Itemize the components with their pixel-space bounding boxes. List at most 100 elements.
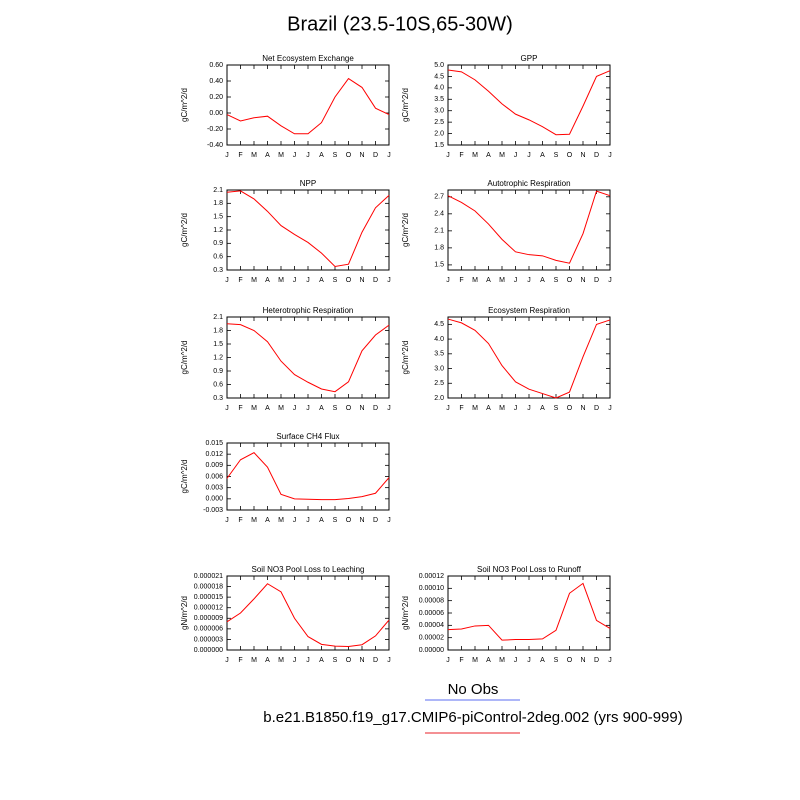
x-tick-label: M — [278, 657, 284, 664]
y-tick-label: 3.5 — [434, 96, 444, 103]
x-tick-label: J — [608, 405, 612, 412]
y-tick-label: 0.00000 — [419, 647, 444, 654]
plot-frame — [226, 189, 390, 271]
x-tick-label: A — [486, 405, 491, 412]
x-tick-label: A — [486, 657, 491, 664]
y-tick-label: 0.00004 — [419, 622, 444, 629]
x-tick-label: J — [306, 517, 310, 524]
x-tick-label: N — [359, 405, 364, 412]
x-tick-label: D — [373, 277, 378, 284]
y-tick-label: -0.20 — [207, 126, 223, 133]
plot-frame — [226, 575, 390, 651]
x-tick-label: S — [554, 657, 559, 664]
x-tick-label: J — [225, 405, 229, 412]
x-tick-label: M — [472, 405, 478, 412]
x-tick-label: N — [359, 152, 364, 159]
plot-frame — [226, 316, 390, 399]
x-tick-label: M — [251, 517, 257, 524]
x-tick-label: D — [373, 657, 378, 664]
x-tick-label: J — [527, 405, 531, 412]
y-tick-label: 0.00012 — [419, 573, 444, 580]
x-tick-label: N — [580, 405, 585, 412]
x-tick-label: A — [540, 152, 545, 159]
x-tick-label: A — [486, 152, 491, 159]
x-tick-label: J — [306, 405, 310, 412]
x-tick-label: A — [265, 657, 270, 664]
x-tick-label: J — [306, 152, 310, 159]
x-tick-label: J — [527, 277, 531, 284]
y-tick-label: 0.3 — [213, 267, 223, 274]
x-tick-label: N — [580, 277, 585, 284]
x-tick-label: J — [387, 152, 391, 159]
x-tick-label: J — [446, 405, 450, 412]
plot-frame — [226, 442, 390, 511]
y-tick-label: 0.000 — [205, 496, 223, 503]
panel-title: Autotrophic Respiration — [487, 179, 570, 188]
x-tick-label: F — [238, 277, 242, 284]
x-tick-label: O — [346, 152, 352, 159]
y-tick-label: 0.009 — [205, 462, 223, 469]
x-tick-label: J — [293, 517, 297, 524]
data-line — [226, 452, 390, 501]
x-tick-label: J — [514, 405, 518, 412]
x-tick-label: J — [387, 277, 391, 284]
y-axis-label: gC/m^2/d — [401, 341, 410, 375]
x-tick-label: N — [359, 657, 364, 664]
plot-frame — [447, 64, 611, 146]
x-tick-label: M — [278, 277, 284, 284]
y-tick-label: 2.1 — [213, 187, 223, 194]
y-tick-label: -0.40 — [207, 142, 223, 149]
y-tick-label: 5.0 — [434, 62, 444, 69]
x-tick-label: M — [472, 657, 478, 664]
panel-title: Soil NO3 Pool Loss to Leaching — [252, 565, 365, 574]
x-tick-label: D — [373, 405, 378, 412]
x-tick-label: S — [333, 657, 338, 664]
x-tick-label: J — [608, 152, 612, 159]
y-tick-label: 1.8 — [213, 327, 223, 334]
x-tick-label: J — [293, 657, 297, 664]
data-line — [226, 190, 390, 267]
data-line — [226, 77, 390, 135]
x-tick-label: J — [514, 152, 518, 159]
x-tick-label: J — [527, 152, 531, 159]
x-tick-label: M — [499, 277, 505, 284]
panel-title: Net Ecosystem Exchange — [262, 54, 354, 63]
x-tick-label: J — [293, 277, 297, 284]
x-tick-label: S — [333, 277, 338, 284]
y-tick-label: 0.00002 — [419, 635, 444, 642]
y-tick-label: 0.003 — [205, 485, 223, 492]
x-tick-label: F — [238, 657, 242, 664]
x-tick-label: J — [306, 277, 310, 284]
x-tick-label: D — [373, 152, 378, 159]
figure-title: Brazil (23.5-10S,65-30W) — [287, 13, 513, 35]
x-tick-label: A — [319, 405, 324, 412]
y-tick-label: 4.5 — [434, 321, 444, 328]
y-tick-label: 0.00006 — [419, 610, 444, 617]
x-tick-label: M — [499, 405, 505, 412]
x-tick-label: J — [225, 657, 229, 664]
y-axis-label: gN/m^2/d — [180, 596, 189, 630]
x-tick-label: M — [251, 152, 257, 159]
data-line — [447, 318, 611, 399]
panel-title: Soil NO3 Pool Loss to Runoff — [477, 565, 582, 574]
x-tick-label: J — [527, 657, 531, 664]
data-line — [447, 69, 611, 136]
plot-frame — [447, 575, 611, 651]
y-tick-label: 2.1 — [434, 228, 444, 235]
y-axis-label: gC/m^2/d — [180, 460, 189, 494]
panel-title: Surface CH4 Flux — [276, 432, 339, 441]
x-tick-label: J — [608, 657, 612, 664]
x-tick-label: N — [580, 152, 585, 159]
y-tick-label: 2.5 — [434, 380, 444, 387]
panel-title: GPP — [521, 54, 538, 63]
y-tick-label: 2.5 — [434, 119, 444, 126]
x-tick-label: O — [567, 405, 573, 412]
y-tick-label: 0.000006 — [194, 626, 223, 633]
x-tick-label: J — [225, 277, 229, 284]
x-tick-label: A — [486, 277, 491, 284]
x-tick-label: S — [554, 152, 559, 159]
y-tick-label: 0.6 — [213, 381, 223, 388]
y-axis-label: gC/m^2/d — [401, 213, 410, 247]
x-tick-label: D — [594, 152, 599, 159]
